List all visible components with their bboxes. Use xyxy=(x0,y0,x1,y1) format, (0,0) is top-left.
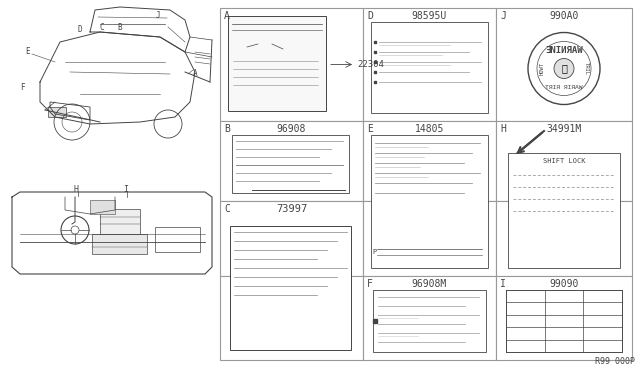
Bar xyxy=(401,248,419,260)
Text: R99 000P: R99 000P xyxy=(595,357,635,366)
Bar xyxy=(253,97,267,105)
Text: ƎNIИЯAW: ƎNIИЯAW xyxy=(545,46,583,55)
Bar xyxy=(220,8,363,121)
Text: 34991M: 34991M xyxy=(547,124,582,134)
Bar xyxy=(373,24,486,35)
Bar xyxy=(377,248,395,260)
Bar xyxy=(100,209,140,234)
Text: 22304: 22304 xyxy=(357,60,384,69)
Bar xyxy=(90,200,115,214)
Text: B: B xyxy=(224,124,230,134)
Bar xyxy=(374,233,485,265)
Bar xyxy=(496,276,632,360)
Bar xyxy=(233,97,247,105)
Bar xyxy=(258,39,272,48)
Bar xyxy=(506,290,622,352)
Bar xyxy=(273,97,287,105)
Text: 14805: 14805 xyxy=(415,124,444,134)
Bar xyxy=(425,248,443,260)
Text: P: P xyxy=(372,249,376,255)
Text: C: C xyxy=(100,23,104,32)
Bar xyxy=(230,226,351,350)
Bar xyxy=(236,180,343,187)
Bar xyxy=(92,234,147,254)
Text: E: E xyxy=(367,124,373,134)
Text: НОWТ: НОWТ xyxy=(540,62,545,75)
Bar xyxy=(232,135,349,193)
Text: TЯIL: TЯIL xyxy=(584,62,589,75)
Text: H: H xyxy=(500,124,506,134)
Text: A: A xyxy=(224,11,230,21)
Text: ⚠ WARNING   SRS AIRBAG: ⚠ WARNING SRS AIRBAG xyxy=(388,27,470,32)
Bar xyxy=(283,45,297,54)
Text: J: J xyxy=(156,12,160,20)
Text: A: A xyxy=(193,70,197,78)
Bar xyxy=(508,153,620,268)
Text: ТЯIЯ ЯIЯAW: ТЯIЯ ЯIЯAW xyxy=(545,85,583,90)
Text: 96908M: 96908M xyxy=(412,279,447,289)
Text: 99090: 99090 xyxy=(549,279,579,289)
Text: J: J xyxy=(500,11,506,21)
Text: 🚗: 🚗 xyxy=(561,64,567,74)
Bar xyxy=(220,121,363,201)
Bar xyxy=(371,22,488,113)
Text: SHIFT LOCK: SHIFT LOCK xyxy=(543,158,585,164)
Text: 96908: 96908 xyxy=(277,124,306,134)
Bar xyxy=(496,121,632,201)
Text: I: I xyxy=(500,279,506,289)
Text: C: C xyxy=(224,204,230,214)
Bar xyxy=(363,201,496,276)
Text: H: H xyxy=(74,185,79,193)
Bar xyxy=(506,340,545,352)
Bar xyxy=(363,8,496,121)
Bar xyxy=(510,155,618,167)
Bar xyxy=(545,302,583,315)
Bar xyxy=(496,8,632,121)
Text: F: F xyxy=(367,279,373,289)
Bar xyxy=(155,227,200,252)
Text: D: D xyxy=(367,11,373,21)
Bar xyxy=(220,276,363,360)
Circle shape xyxy=(554,58,574,78)
Bar xyxy=(506,327,545,340)
Text: D: D xyxy=(77,25,83,33)
Bar xyxy=(363,276,496,360)
Text: 73997: 73997 xyxy=(276,204,307,214)
Bar xyxy=(48,107,66,117)
Bar xyxy=(373,290,486,352)
Bar xyxy=(513,256,615,264)
Text: I: I xyxy=(123,185,128,193)
Bar xyxy=(233,42,247,51)
Bar xyxy=(363,121,496,201)
Bar xyxy=(228,16,326,111)
Text: 98595U: 98595U xyxy=(412,11,447,21)
Text: E: E xyxy=(26,48,30,57)
Text: F: F xyxy=(20,83,24,92)
Bar xyxy=(506,302,545,315)
Bar xyxy=(220,201,363,276)
Bar xyxy=(496,201,632,276)
Text: B: B xyxy=(118,23,122,32)
Text: 990A0: 990A0 xyxy=(549,11,579,21)
Bar xyxy=(371,135,488,268)
